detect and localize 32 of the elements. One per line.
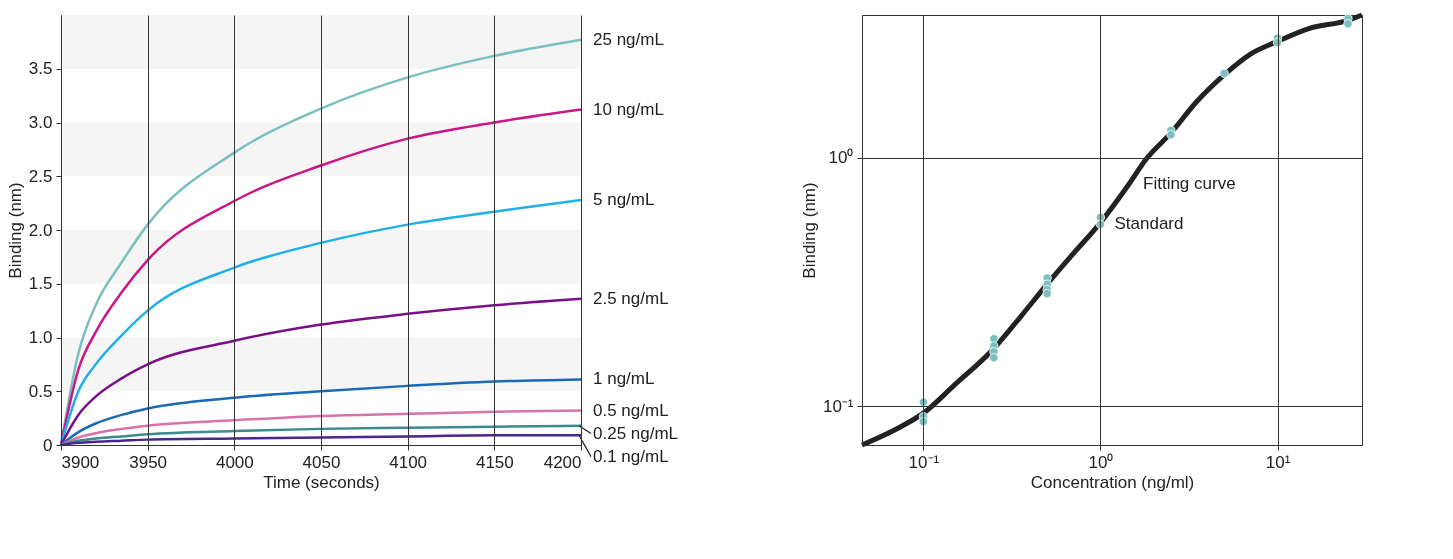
y-tick-label: 1.0: [28, 328, 53, 347]
x-axis-title: Concentration (ng/ml): [1030, 472, 1195, 492]
series-label: 1 ng/mL: [593, 369, 655, 389]
y-tick-label: 3.5: [28, 59, 53, 79]
y-tick-label: 1.5: [28, 274, 53, 294]
series-label: 2.5 ng/mL: [593, 288, 669, 308]
series-label: 5 ng/mL: [593, 189, 655, 209]
x-tick-label: 10⁰: [1088, 452, 1114, 472]
series-label: Fitting curve: [1143, 174, 1236, 194]
y-tick-label: 0.5: [28, 381, 53, 401]
x-tick-label: 4100: [389, 452, 428, 472]
series-label: 0.1 ng/mL: [593, 446, 669, 466]
x-tick-label: 4050: [302, 452, 341, 472]
y-tick-label: 0: [43, 435, 53, 455]
x-axis-title: Time (seconds): [263, 472, 380, 492]
x-tick-label: 10¹: [1265, 452, 1291, 472]
y-tick-label: 3.0: [28, 113, 53, 132]
series-label: 0.25 ng/mL: [593, 423, 679, 443]
x-tick-label: 4200: [543, 452, 582, 472]
y-axis-title: Binding (nm): [799, 182, 819, 279]
x-tick-label: 3900: [61, 452, 100, 472]
x-tick-label: 3950: [129, 452, 168, 472]
x-tick-label: 4000: [215, 452, 254, 472]
series-label: Standard: [1114, 214, 1184, 234]
series-label: 25 ng/mL: [593, 29, 664, 49]
y-axis-title: Binding (nm): [5, 182, 25, 279]
series-label: 10 ng/mL: [593, 99, 664, 119]
x-tick-label: 10⁻¹: [908, 452, 940, 472]
x-tick-label: 4150: [475, 452, 514, 472]
y-tick-label: 2.0: [28, 220, 53, 240]
series-label: 0.5 ng/mL: [593, 400, 669, 420]
y-tick-label: 2.5: [28, 166, 53, 186]
